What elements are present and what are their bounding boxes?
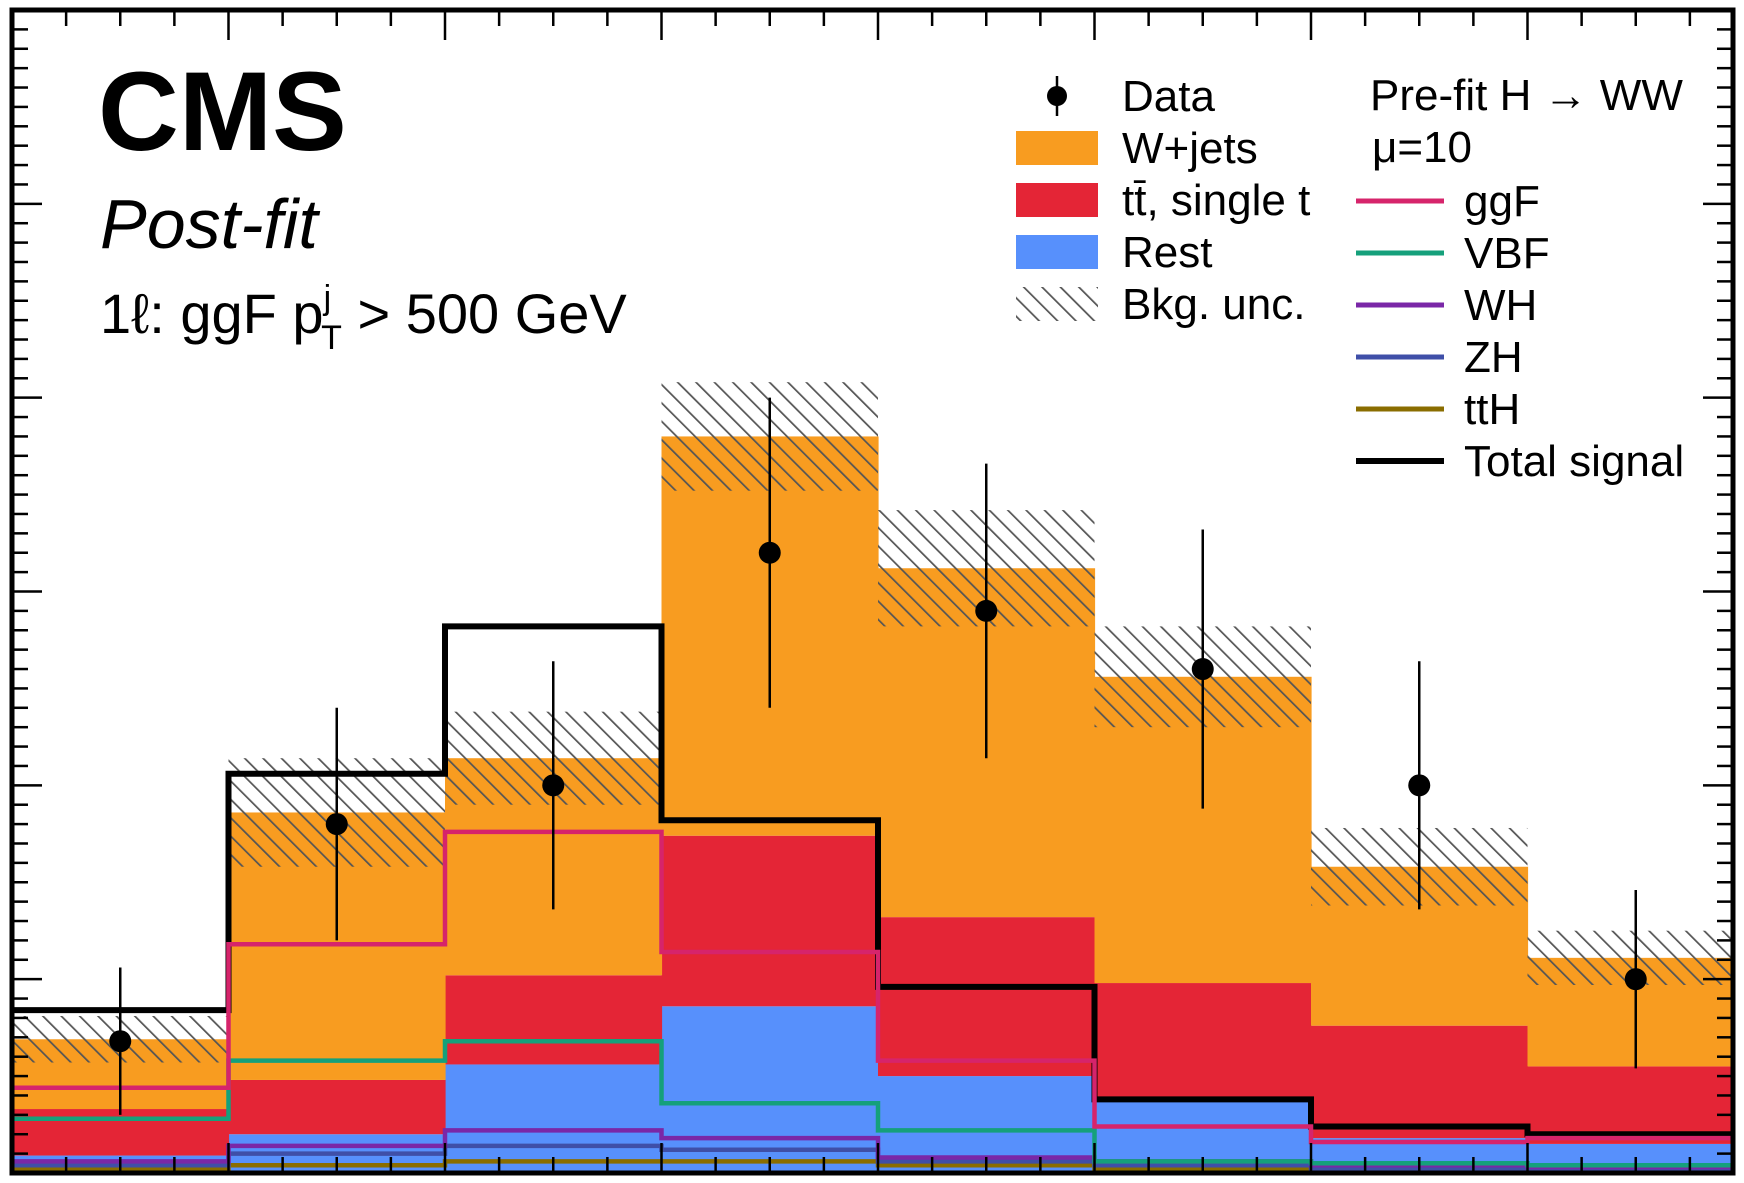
status-label: Post-fit xyxy=(100,185,320,263)
signal-line-ggf xyxy=(12,829,1733,1145)
data-point-3 xyxy=(758,541,781,564)
bar-tt-single-t-3 xyxy=(661,835,879,1007)
data-point-2 xyxy=(542,774,565,797)
legend-swatch-bkg-unc xyxy=(1016,287,1098,321)
legend-swatch-w-jets xyxy=(1016,131,1098,165)
legend-data-marker xyxy=(1047,86,1067,106)
experiment-label: CMS xyxy=(98,49,347,174)
axis-ticks xyxy=(12,10,1733,1173)
category-label-main: 1ℓ: ggF p xyxy=(100,282,324,345)
bar-tt-single-t-1 xyxy=(228,1079,446,1135)
legend-label-tt-single-t: tt̄, single t xyxy=(1122,176,1310,225)
bar-tt-single-t-2 xyxy=(445,975,663,1065)
bar-tt-single-t-0 xyxy=(12,1109,230,1156)
legend-label-ggf: ggF xyxy=(1464,177,1540,226)
legend-swatch-tt-single-t xyxy=(1016,183,1098,217)
bar-rest-2 xyxy=(445,1064,663,1173)
data-point-7 xyxy=(1624,968,1647,991)
bar-tt-single-t-7 xyxy=(1527,1066,1733,1144)
legend-signal-header: Pre-fit H → WW xyxy=(1370,71,1683,120)
category-label-sup: j xyxy=(323,279,332,317)
category-label-sub: T xyxy=(321,319,342,357)
legend-label-w-jets: W+jets xyxy=(1122,124,1258,173)
legend-signal-scale: μ=10 xyxy=(1372,123,1472,172)
bar-tt-single-t-4 xyxy=(878,917,1096,1077)
data-point-5 xyxy=(1191,658,1214,681)
data-points xyxy=(109,397,1647,1115)
data-point-6 xyxy=(1408,774,1431,797)
bar-tt-single-t-5 xyxy=(1094,983,1312,1100)
data-point-4 xyxy=(975,599,998,622)
legend-label-wh: WH xyxy=(1464,281,1537,330)
legend-label-total-signal: Total signal xyxy=(1464,437,1684,486)
legend-label-rest: Rest xyxy=(1122,228,1212,277)
legend-label-zh: ZH xyxy=(1464,333,1523,382)
data-point-1 xyxy=(325,813,348,836)
legend-label-vbf: VBF xyxy=(1464,229,1550,278)
legend-label-bkg-unc: Bkg. unc. xyxy=(1122,280,1305,329)
category-label: 1ℓ: ggF pj T > 500 GeV xyxy=(100,279,627,357)
bar-rest-3 xyxy=(661,1006,879,1173)
category-label-tail: > 500 GeV xyxy=(342,282,628,345)
bar-tt-single-t-6 xyxy=(1311,1025,1529,1139)
legend-label-tth: ttH xyxy=(1464,385,1520,434)
legend-swatch-rest xyxy=(1016,235,1098,269)
data-point-0 xyxy=(109,1030,132,1053)
legend-label-data: Data xyxy=(1122,72,1215,121)
